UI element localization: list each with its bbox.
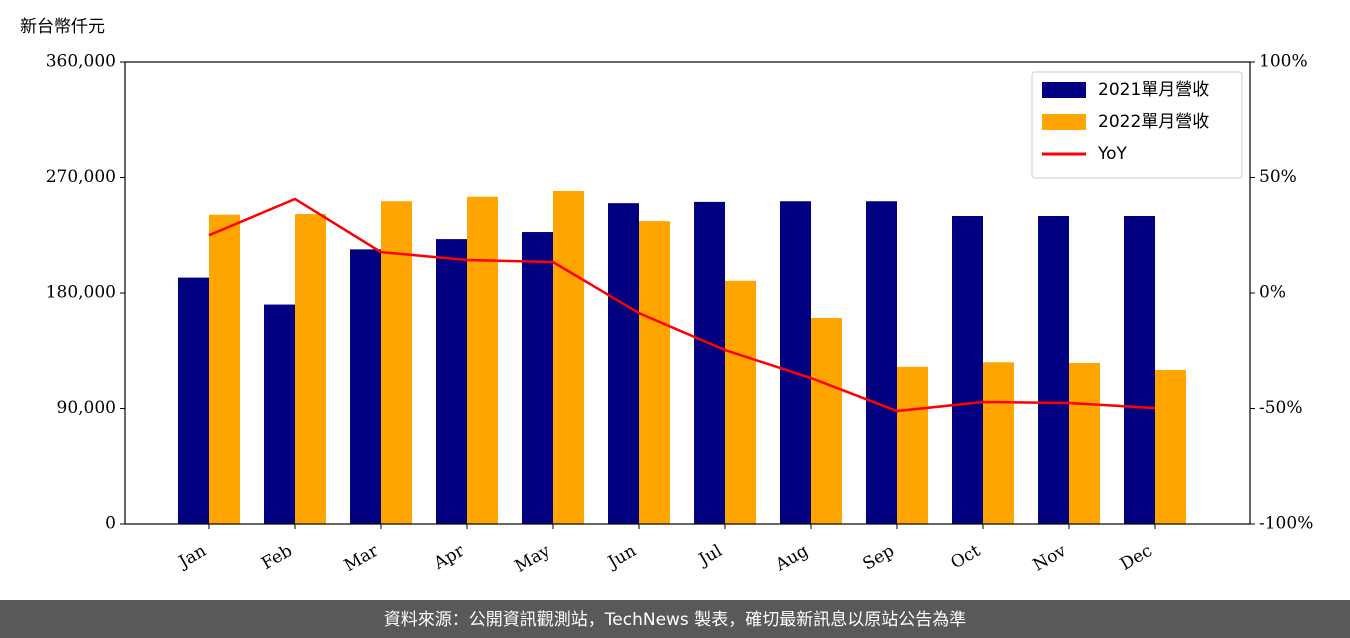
bar [608,203,639,524]
bar [350,249,381,524]
bar [553,190,584,524]
footer [0,600,1350,638]
bar [1155,370,1186,524]
y2-tick-label: -100% [1259,514,1313,534]
source-note: 資料來源：公開資訊觀測站，TechNews 製表，確切最新訊息以原站公告為準 [384,610,966,630]
bar [295,214,326,524]
legend-label: 2022單月營收 [1098,112,1209,132]
bar [178,277,209,524]
legend-swatch [1042,82,1086,98]
bar [639,221,670,524]
yoy-line [208,197,1156,413]
y2-tick-label: 0% [1259,283,1286,303]
y-tick-label: 0 [105,514,116,534]
bar [467,196,498,524]
y2-tick-label: 100% [1259,52,1308,72]
bar [952,216,983,524]
y2-tick-label: 50% [1259,167,1297,187]
bar [694,201,725,524]
plot-frame [124,61,1251,525]
y-tick-label: 360,000 [46,52,116,72]
bar [725,280,756,524]
bar [264,304,295,524]
legend-swatch [1042,114,1086,130]
bar [1124,216,1155,524]
bar [381,201,412,524]
bar [780,201,811,524]
bar [1069,362,1100,524]
legend-box [1031,71,1243,179]
bar [983,362,1014,524]
legend: 2021單月營收 2022單月營收 YoY [1031,71,1243,179]
bar [209,214,240,524]
bar [522,232,553,524]
y2-tick-label: -50% [1259,398,1303,418]
bar [866,201,897,524]
legend-label: 2021單月營收 [1098,80,1209,100]
y-axis-label: 新台幣仟元 [20,17,105,37]
bar [436,239,467,524]
y-tick-label: 90,000 [57,398,116,418]
bar [1038,216,1069,524]
bar [897,366,928,524]
legend-label: YoY [1097,144,1128,164]
bar [811,318,842,524]
y-tick-label: 270,000 [46,167,116,187]
y-tick-label: 180,000 [46,283,116,303]
